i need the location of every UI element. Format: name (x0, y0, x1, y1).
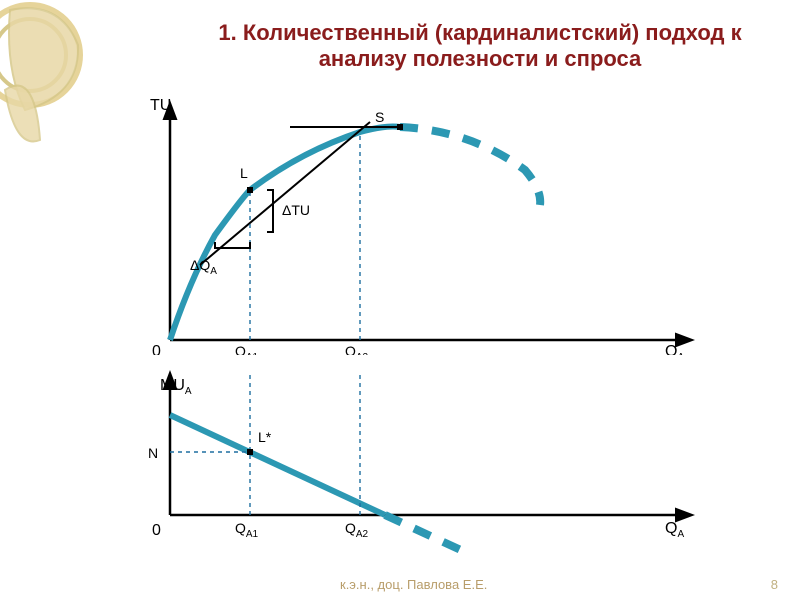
tu-label-s: S (375, 109, 384, 125)
delta-qa-bracket (215, 242, 250, 248)
mu-line (170, 415, 385, 515)
mu-line-dashed (385, 515, 465, 552)
tu-axis-label: TU (150, 97, 171, 114)
mu-axis-label: MUA (160, 377, 192, 397)
tu-xlabel: QA (665, 343, 684, 355)
tu-curve (170, 127, 400, 340)
mu-label-lstar: L* (258, 429, 272, 445)
tu-xtick-qa2: QA2 (345, 343, 369, 355)
footer-page-text: 8 (771, 577, 778, 592)
mu-xtick-qa1: QA1 (235, 520, 259, 540)
mu-label-n: N (148, 445, 158, 461)
slide-title-text: 1. Количественный (кардиналистский) подх… (218, 20, 741, 71)
delta-tu-bracket (267, 190, 273, 232)
decorative-corner (0, 0, 120, 180)
delta-tu-label: ΔTU (282, 202, 310, 218)
mu-xtick-qa2: QA2 (345, 520, 369, 540)
bottom-chart: MUA 0 L* N QA1 QA2 QA (120, 370, 720, 570)
tu-tangent-line (200, 122, 370, 265)
footer-page-number: 8 (771, 577, 778, 592)
tu-origin-label: 0 (152, 343, 161, 355)
footer-author: к.э.н., доц. Павлова Е.Е. (340, 577, 487, 592)
mu-origin-label: 0 (152, 522, 161, 539)
footer-author-text: к.э.н., доц. Павлова Е.Е. (340, 577, 487, 592)
mu-point-lstar (247, 449, 253, 455)
tu-xtick-qa1: QA1 (235, 343, 259, 355)
slide-title: 1. Количественный (кардиналистский) подх… (200, 20, 760, 72)
tu-point-l (247, 187, 253, 193)
top-chart: TU 0 L S ΔTU ΔQA QA1 (120, 95, 720, 355)
tu-curve-dashed-tail (400, 127, 540, 205)
tu-point-s (397, 124, 403, 130)
tu-label-l: L (240, 165, 248, 181)
mu-xlabel: QA (665, 520, 684, 540)
